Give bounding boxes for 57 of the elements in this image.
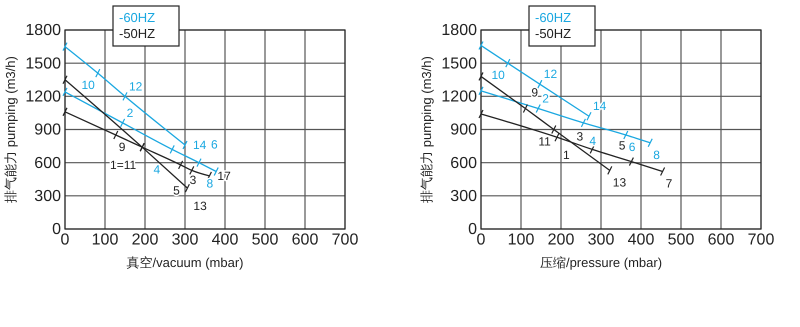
y-tick-label: 300 — [450, 188, 478, 205]
x-tick-label: 400 — [212, 231, 238, 248]
annotation: 2 — [126, 106, 134, 120]
text: -50HZ — [535, 26, 572, 41]
x-tick-label: 600 — [708, 231, 734, 248]
annotation: 10 — [491, 68, 506, 82]
annotation: 5 — [618, 138, 626, 153]
x-tick-label: 600 — [292, 231, 318, 248]
y-tick-label: 900 — [34, 122, 62, 139]
y-tick-label: 1800 — [441, 22, 478, 40]
y-tick-label: 900 — [450, 122, 478, 139]
annotation: 13 — [612, 175, 626, 190]
text: -50HZ — [119, 26, 156, 41]
annotation: 3 — [576, 129, 584, 144]
annotation: 14 — [193, 138, 207, 152]
y-tick-label: 1800 — [25, 22, 62, 40]
x-tick-label: 100 — [92, 231, 118, 248]
y-axis-title: 排气能力 pumping (m3/h) — [419, 56, 434, 203]
annotation: 13 — [193, 199, 208, 214]
x-tick-label: 500 — [252, 231, 278, 248]
x-tick-label: 700 — [332, 231, 358, 248]
annotation: 9 — [531, 85, 538, 100]
text: -60HZ — [535, 10, 572, 25]
y-tick-label: 300 — [34, 188, 62, 205]
annotation: 4 — [154, 162, 161, 176]
annotation: 6 — [628, 140, 636, 154]
x-tick-label: 500 — [668, 231, 694, 248]
x-tick-label: 400 — [628, 231, 654, 248]
x-tick-label: 200 — [548, 231, 574, 248]
x-tick-label: 300 — [172, 231, 198, 248]
annotation: 7 — [666, 176, 673, 191]
annotation: 3 — [190, 172, 197, 187]
x-axis-title: 压缩/pressure (mbar) — [540, 255, 662, 270]
annotation: 5 — [173, 183, 180, 198]
annotation: 11 — [538, 134, 552, 148]
annotation: 12 — [544, 67, 558, 82]
y-tick-label: 1200 — [441, 88, 478, 106]
text: -60HZ — [119, 10, 156, 25]
y-tick-label: 600 — [34, 154, 62, 172]
y-axis-title: 排气能力 pumping (m3/h) — [3, 56, 18, 203]
x-tick-label: 200 — [132, 231, 158, 248]
x-axis-title: 真空/vacuum (mbar) — [126, 255, 244, 270]
annotation: 1 — [563, 148, 570, 162]
x-tick-label: 700 — [748, 231, 774, 248]
y-tick-label: 1200 — [25, 88, 62, 106]
annotation: 10 — [81, 78, 96, 92]
annotation: 8 — [653, 148, 660, 162]
x-tick-label: 100 — [508, 231, 534, 248]
y-tick-label: 1500 — [25, 55, 62, 72]
annotation: 4 — [589, 134, 596, 148]
y-tick-label: 600 — [450, 154, 478, 172]
x-tick-label: 300 — [588, 231, 614, 248]
annotation: 9 — [118, 140, 126, 154]
annotation: 6 — [211, 138, 218, 152]
annotation: 8 — [206, 176, 214, 191]
annotation: 12 — [129, 79, 143, 94]
y-tick-label: 1500 — [441, 55, 478, 72]
